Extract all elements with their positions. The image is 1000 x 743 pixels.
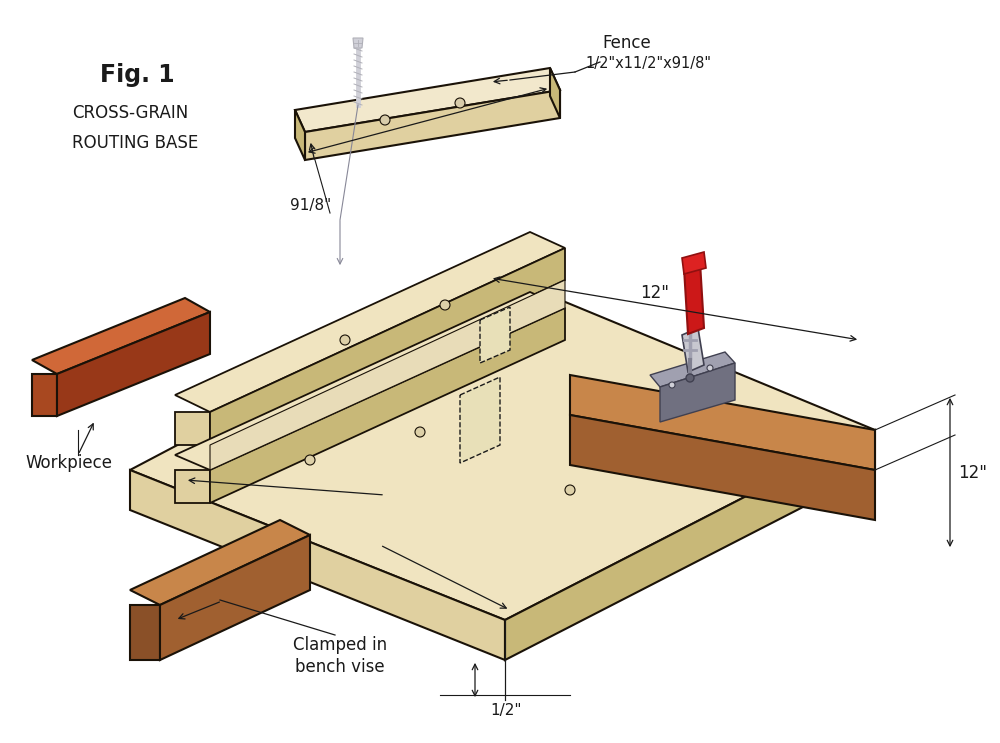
Polygon shape	[682, 252, 706, 274]
Polygon shape	[682, 328, 704, 372]
Polygon shape	[550, 68, 560, 118]
Polygon shape	[175, 470, 210, 503]
Polygon shape	[130, 275, 875, 620]
Polygon shape	[650, 352, 735, 387]
Circle shape	[305, 455, 315, 465]
Polygon shape	[480, 307, 510, 363]
Polygon shape	[57, 312, 210, 416]
Polygon shape	[295, 68, 560, 132]
Polygon shape	[32, 374, 57, 416]
Polygon shape	[130, 605, 160, 660]
Text: bench vise: bench vise	[295, 658, 385, 676]
Polygon shape	[655, 358, 730, 390]
Polygon shape	[570, 375, 875, 470]
Text: ROUTING BASE: ROUTING BASE	[72, 134, 198, 152]
Polygon shape	[130, 520, 310, 605]
Polygon shape	[130, 470, 505, 660]
Polygon shape	[295, 110, 305, 160]
Text: CROSS-GRAIN: CROSS-GRAIN	[72, 104, 188, 122]
Text: 1/2"x11/2"x91/8": 1/2"x11/2"x91/8"	[585, 56, 711, 71]
Polygon shape	[210, 308, 565, 503]
Polygon shape	[305, 90, 560, 160]
Text: Fence: Fence	[602, 34, 651, 52]
Polygon shape	[210, 248, 565, 445]
Text: 91/8": 91/8"	[290, 198, 331, 213]
Text: Clamped in: Clamped in	[293, 636, 387, 654]
Text: 12": 12"	[640, 284, 669, 302]
Polygon shape	[665, 368, 730, 418]
Text: 1/2": 1/2"	[490, 703, 522, 718]
Polygon shape	[175, 412, 210, 445]
Polygon shape	[175, 292, 565, 470]
Polygon shape	[684, 262, 704, 334]
Circle shape	[565, 485, 575, 495]
Circle shape	[686, 374, 694, 382]
Polygon shape	[175, 232, 565, 412]
Polygon shape	[32, 298, 210, 374]
Circle shape	[440, 300, 450, 310]
Polygon shape	[660, 363, 735, 422]
Text: Fig. 1: Fig. 1	[100, 63, 175, 87]
Circle shape	[669, 382, 675, 388]
Circle shape	[340, 335, 350, 345]
Circle shape	[707, 365, 713, 371]
Polygon shape	[160, 535, 310, 660]
Polygon shape	[210, 280, 565, 470]
Text: Workpiece: Workpiece	[25, 454, 112, 472]
Polygon shape	[570, 415, 875, 520]
Circle shape	[415, 427, 425, 437]
Polygon shape	[460, 377, 500, 463]
Text: 12": 12"	[958, 464, 987, 482]
Circle shape	[455, 98, 465, 108]
Polygon shape	[353, 38, 363, 48]
Circle shape	[380, 115, 390, 125]
Polygon shape	[505, 430, 875, 660]
